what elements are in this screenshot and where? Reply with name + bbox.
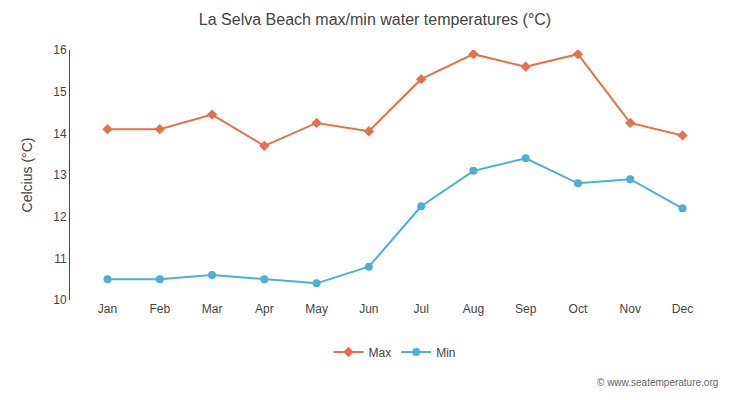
svg-text:Sep: Sep <box>515 302 537 316</box>
svg-text:14: 14 <box>53 127 67 141</box>
svg-text:Mar: Mar <box>202 302 223 316</box>
svg-text:Dec: Dec <box>672 302 693 316</box>
svg-text:© www.seatemperature.org: © www.seatemperature.org <box>597 377 718 388</box>
svg-text:Min: Min <box>436 346 455 360</box>
svg-text:Aug: Aug <box>463 302 484 316</box>
svg-text:13: 13 <box>53 168 67 182</box>
svg-text:Nov: Nov <box>620 302 641 316</box>
svg-text:10: 10 <box>53 293 67 307</box>
svg-text:Max: Max <box>369 346 392 360</box>
svg-text:12: 12 <box>53 210 67 224</box>
svg-text:Apr: Apr <box>255 302 274 316</box>
svg-text:May: May <box>305 302 328 316</box>
svg-text:15: 15 <box>53 85 67 99</box>
svg-text:Jul: Jul <box>413 302 428 316</box>
svg-text:16: 16 <box>53 43 67 57</box>
svg-text:11: 11 <box>54 252 67 266</box>
svg-text:Oct: Oct <box>569 302 588 316</box>
svg-text:La Selva Beach max/min water t: La Selva Beach max/min water temperature… <box>199 11 551 28</box>
svg-text:Jan: Jan <box>98 302 117 316</box>
svg-text:Celcius (°C): Celcius (°C) <box>19 138 35 213</box>
svg-text:Jun: Jun <box>359 302 378 316</box>
svg-text:Feb: Feb <box>149 302 170 316</box>
